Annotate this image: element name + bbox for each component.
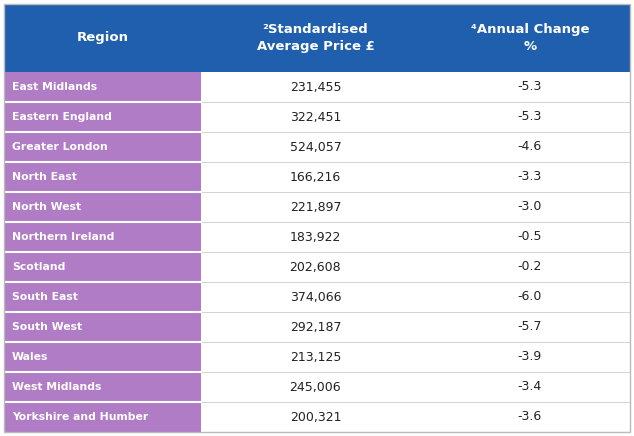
Text: 213,125: 213,125: [290, 351, 341, 364]
Text: -3.9: -3.9: [518, 351, 542, 364]
Bar: [4, 372, 201, 402]
Text: South West: South West: [12, 322, 82, 332]
Text: -3.6: -3.6: [518, 411, 542, 423]
Text: Greater London: Greater London: [12, 142, 108, 152]
Text: 231,455: 231,455: [290, 81, 341, 93]
Text: Northern Ireland: Northern Ireland: [12, 232, 114, 242]
Text: North West: North West: [12, 202, 81, 212]
Bar: [4, 72, 201, 102]
Bar: [4, 222, 201, 252]
Text: East Midlands: East Midlands: [12, 82, 97, 92]
Bar: [4, 102, 201, 132]
Bar: [4, 132, 201, 162]
Text: 524,057: 524,057: [290, 140, 341, 153]
Bar: [201, 342, 630, 372]
Bar: [201, 132, 630, 162]
Text: 202,608: 202,608: [290, 260, 341, 273]
Text: South East: South East: [12, 292, 78, 302]
Bar: [4, 312, 201, 342]
Bar: [201, 372, 630, 402]
Text: -4.6: -4.6: [518, 140, 542, 153]
Text: 322,451: 322,451: [290, 110, 341, 123]
Text: -5.7: -5.7: [517, 320, 542, 334]
Bar: [201, 102, 630, 132]
Bar: [201, 72, 630, 102]
Text: -0.5: -0.5: [517, 231, 542, 243]
Text: 292,187: 292,187: [290, 320, 341, 334]
Bar: [4, 162, 201, 192]
Bar: [201, 222, 630, 252]
Text: -6.0: -6.0: [517, 290, 542, 303]
Bar: [201, 312, 630, 342]
Text: 221,897: 221,897: [290, 201, 341, 214]
Text: -3.3: -3.3: [518, 170, 542, 184]
Text: -0.2: -0.2: [517, 260, 542, 273]
Text: Region: Region: [77, 31, 129, 44]
Text: Scotland: Scotland: [12, 262, 65, 272]
Text: North East: North East: [12, 172, 77, 182]
Bar: [201, 402, 630, 432]
Bar: [4, 282, 201, 312]
Bar: [4, 342, 201, 372]
Bar: [4, 402, 201, 432]
Text: Yorkshire and Humber: Yorkshire and Humber: [12, 412, 148, 422]
Bar: [201, 162, 630, 192]
Text: 200,321: 200,321: [290, 411, 341, 423]
Bar: [4, 252, 201, 282]
Text: Eastern England: Eastern England: [12, 112, 112, 122]
Text: -5.3: -5.3: [517, 110, 542, 123]
Bar: [4, 192, 201, 222]
Text: 245,006: 245,006: [290, 381, 341, 394]
Bar: [201, 252, 630, 282]
Bar: [4, 4, 630, 72]
Text: ⁴Annual Change
%: ⁴Annual Change %: [470, 23, 589, 53]
Text: 374,066: 374,066: [290, 290, 341, 303]
Text: -3.0: -3.0: [517, 201, 542, 214]
Text: 183,922: 183,922: [290, 231, 341, 243]
Bar: [201, 192, 630, 222]
Text: -5.3: -5.3: [517, 81, 542, 93]
Text: Wales: Wales: [12, 352, 48, 362]
Text: ²Standardised
Average Price £: ²Standardised Average Price £: [257, 23, 374, 53]
Bar: [201, 282, 630, 312]
Text: -3.4: -3.4: [518, 381, 542, 394]
Text: 166,216: 166,216: [290, 170, 341, 184]
Text: West Midlands: West Midlands: [12, 382, 101, 392]
